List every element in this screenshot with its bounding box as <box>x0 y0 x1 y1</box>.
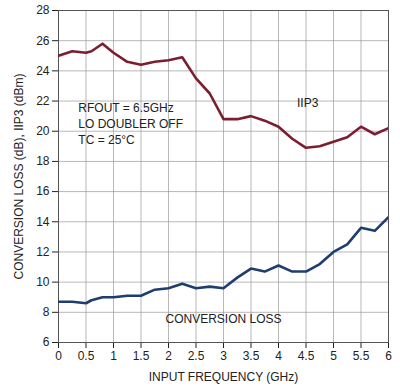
svg-text:26: 26 <box>36 34 50 48</box>
svg-text:4: 4 <box>275 349 282 363</box>
svg-text:2.5: 2.5 <box>188 349 205 363</box>
svg-text:CONVERSION LOSS (dB), IIP3 (dB: CONVERSION LOSS (dB), IIP3 (dBm) <box>12 73 26 279</box>
svg-text:22: 22 <box>36 94 50 108</box>
svg-text:20: 20 <box>36 124 50 138</box>
svg-text:6: 6 <box>43 335 50 349</box>
svg-text:IIP3: IIP3 <box>297 96 319 110</box>
svg-text:8: 8 <box>43 305 50 319</box>
svg-text:0: 0 <box>55 349 62 363</box>
svg-text:24: 24 <box>36 64 50 78</box>
svg-text:1.5: 1.5 <box>133 349 150 363</box>
svg-text:10: 10 <box>36 275 50 289</box>
svg-text:16: 16 <box>36 184 50 198</box>
svg-text:CONVERSION LOSS: CONVERSION LOSS <box>165 312 281 326</box>
svg-text:3.5: 3.5 <box>243 349 260 363</box>
svg-text:2: 2 <box>165 349 172 363</box>
svg-text:5: 5 <box>330 349 337 363</box>
svg-text:5.5: 5.5 <box>353 349 370 363</box>
svg-text:RFOUT = 6.5GHzLO DOUBLER OFFTC: RFOUT = 6.5GHzLO DOUBLER OFFTC = 25°C <box>78 101 183 147</box>
svg-text:14: 14 <box>36 215 50 229</box>
svg-text:12: 12 <box>36 245 50 259</box>
svg-text:28: 28 <box>36 3 50 17</box>
svg-text:4.5: 4.5 <box>298 349 315 363</box>
svg-text:6: 6 <box>385 349 392 363</box>
svg-text:3: 3 <box>220 349 227 363</box>
svg-text:0.5: 0.5 <box>78 349 95 363</box>
svg-text:18: 18 <box>36 154 50 168</box>
svg-text:INPUT FREQUENCY (GHz): INPUT FREQUENCY (GHz) <box>149 370 299 384</box>
svg-text:1: 1 <box>110 349 117 363</box>
